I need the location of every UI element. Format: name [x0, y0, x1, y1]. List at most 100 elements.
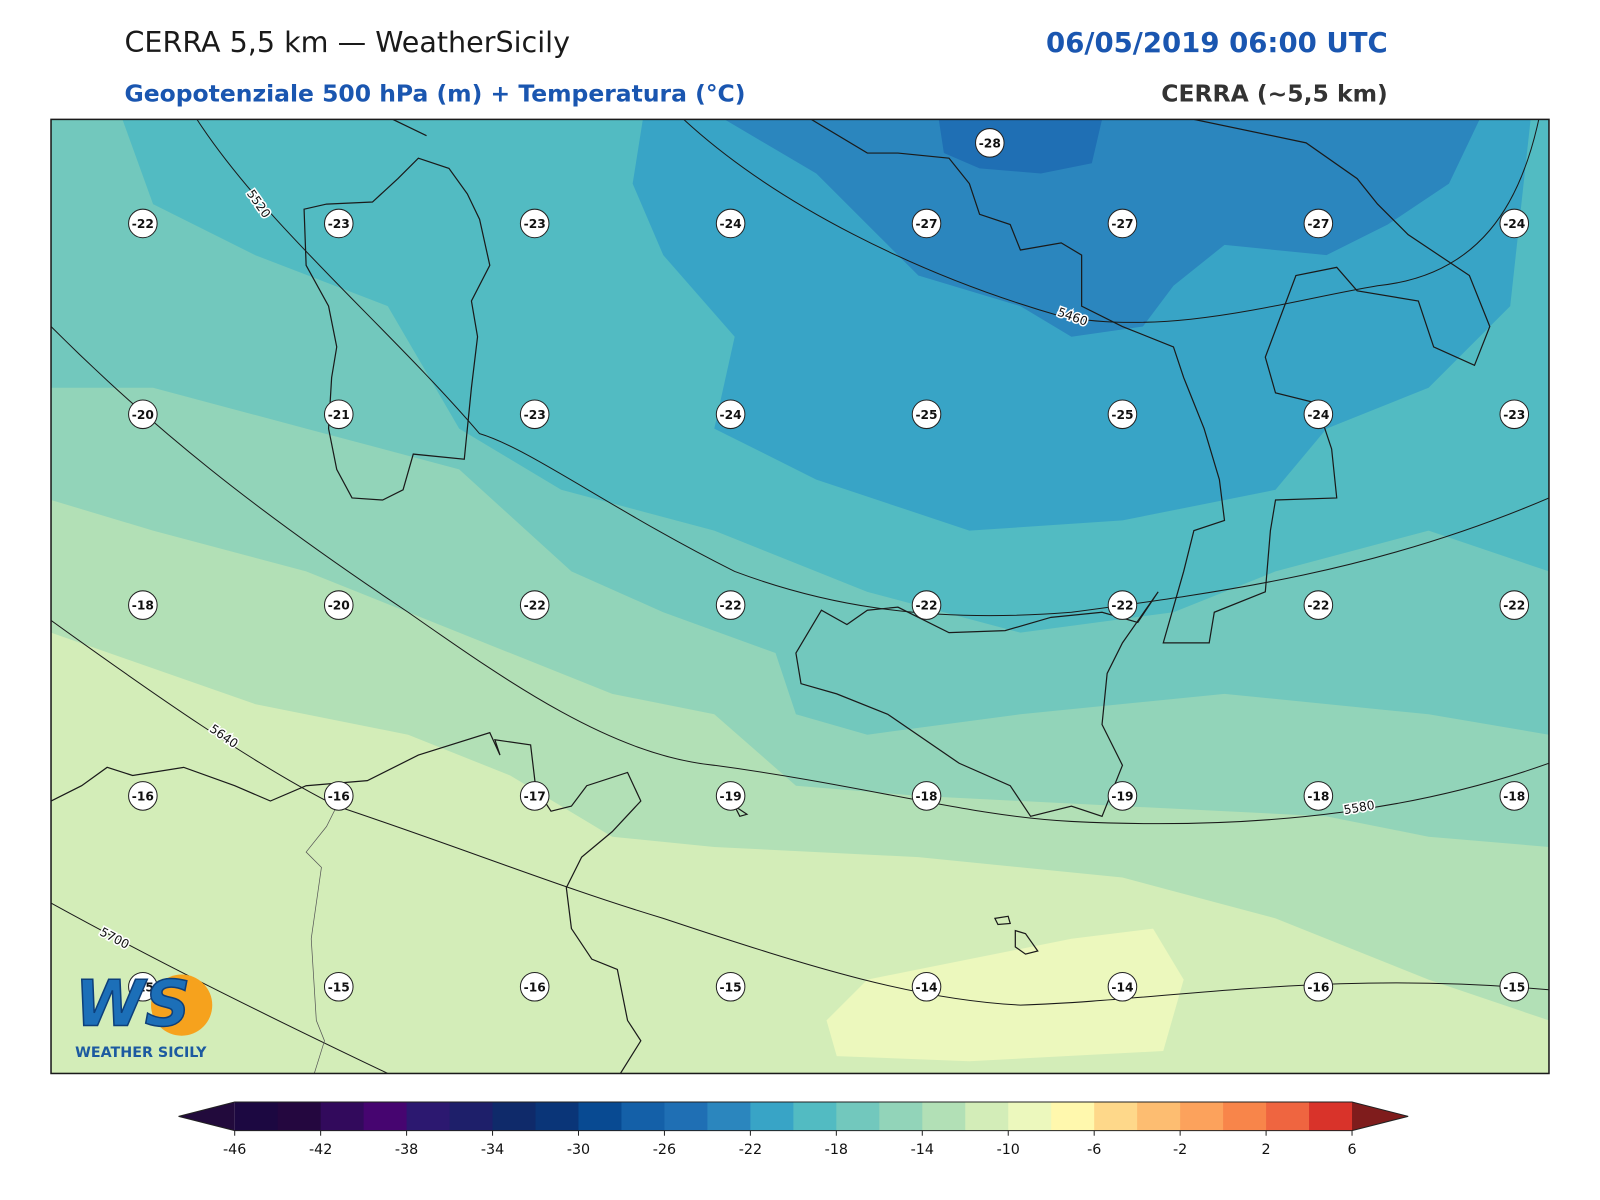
- temperature-label: -24: [720, 408, 742, 422]
- color-segment: [320, 1102, 365, 1131]
- temperature-label: -14: [1111, 980, 1133, 994]
- color-segment: [707, 1102, 751, 1131]
- temperature-label: -15: [328, 980, 350, 994]
- field: [826, 928, 1184, 1062]
- temperature-label: -22: [915, 599, 937, 613]
- station-marker: [519, 208, 550, 239]
- temperature-label: -22: [720, 599, 742, 613]
- station-marker: [128, 590, 158, 620]
- station-marker: [1303, 590, 1334, 620]
- extend-high: [1352, 1102, 1409, 1131]
- isoline: [51, 326, 1549, 825]
- colorbar-tick-label: -30: [567, 1142, 590, 1158]
- color-segment: [836, 1102, 880, 1131]
- station-marker: [1499, 781, 1530, 811]
- color-segment: [1266, 1102, 1310, 1131]
- temperature-label: -23: [1503, 408, 1525, 422]
- station-marker: [911, 971, 942, 1002]
- temperature-label: -21: [328, 408, 350, 422]
- color-segment: [750, 1102, 794, 1131]
- color-segment: [449, 1102, 494, 1131]
- color-segment: [1008, 1102, 1052, 1131]
- temperature-label: -18: [1307, 789, 1329, 803]
- temperature-label: -16: [524, 980, 546, 994]
- color-segment: [965, 1102, 1009, 1131]
- model-label: CERRA (~5,5 km): [1161, 79, 1388, 107]
- coastline: [303, 157, 491, 501]
- colorbar-tick-label: -18: [825, 1142, 848, 1158]
- color-segment: [1180, 1102, 1224, 1131]
- color-segment: [1094, 1102, 1138, 1131]
- extend-low: [178, 1102, 235, 1131]
- station-marker: [323, 399, 354, 430]
- station-marker: [128, 399, 158, 430]
- logo: WS WEATHER SICILY: [74, 966, 213, 1061]
- temperature-label: -18: [915, 789, 937, 803]
- temperature-label: -23: [524, 217, 546, 231]
- temperature-label: -22: [524, 599, 546, 613]
- coastline: [810, 119, 1491, 644]
- subtitle: Geopotenziale 500 hPa (m) + Temperatura …: [124, 79, 745, 107]
- color-segment: [1137, 1102, 1181, 1131]
- temperature-label: -23: [524, 408, 546, 422]
- temperature-label: -15: [1503, 980, 1525, 994]
- temperature-label: -22: [1307, 599, 1329, 613]
- color-segment: [621, 1102, 665, 1131]
- colorbar-tick-label: -46: [223, 1142, 246, 1158]
- station-marker: [519, 971, 550, 1002]
- color-segment: [363, 1102, 408, 1131]
- temperature-label: -22: [1111, 599, 1133, 613]
- station-marker: [1107, 399, 1138, 430]
- temperature-label: -28: [979, 136, 1001, 150]
- map-area: [51, 119, 1549, 1074]
- temperature-label: -27: [1307, 217, 1329, 231]
- temperature-label: -20: [328, 599, 350, 613]
- colorbar-tick-label: 2: [1262, 1142, 1271, 1158]
- station-marker: [1303, 781, 1334, 811]
- colorbar-tick-label: -22: [739, 1142, 762, 1158]
- station-marker: [323, 208, 354, 239]
- station-marker: [1107, 971, 1138, 1002]
- station-marker: [1303, 399, 1334, 430]
- temperature-label: -15: [132, 980, 154, 994]
- isoline: [51, 902, 388, 1074]
- station-marker: [128, 781, 158, 811]
- logo-sun: [151, 974, 213, 1036]
- color-segment: [535, 1102, 580, 1131]
- color-segment: [793, 1102, 837, 1131]
- station-marker: [715, 590, 746, 620]
- temperature-label: -17: [524, 789, 546, 803]
- temperature-label: -15: [720, 980, 742, 994]
- station-marker: [519, 590, 550, 620]
- colorbar-tick-label: -10: [997, 1142, 1020, 1158]
- station-marker: [911, 590, 942, 620]
- isoline: [51, 619, 1549, 1006]
- station-marker: [323, 971, 354, 1002]
- temperature-label: -22: [1503, 599, 1525, 613]
- temperature-label: -16: [1307, 980, 1329, 994]
- station-marker: [911, 208, 942, 239]
- color-segment: [406, 1102, 451, 1131]
- isoline: [683, 119, 1540, 323]
- temperature-label: -18: [132, 599, 154, 613]
- station-marker: [1499, 971, 1530, 1002]
- temperature-label: -27: [1111, 217, 1133, 231]
- temperature-label: -20: [132, 408, 154, 422]
- temperature-label: -24: [720, 217, 742, 231]
- temperature-label: -14: [915, 980, 937, 994]
- color-segment: [879, 1102, 923, 1131]
- coastline: [795, 591, 1159, 818]
- station-marker: [911, 399, 942, 430]
- station-marker: [323, 590, 354, 620]
- station-marker: [1499, 590, 1530, 620]
- temperature-label: -24: [1307, 408, 1329, 422]
- temperature-label: -19: [720, 789, 742, 803]
- station-marker: [1499, 399, 1530, 430]
- station-marker: [715, 781, 746, 811]
- station-marker: [911, 781, 942, 811]
- color-segment: [234, 1102, 279, 1131]
- color-segment: [922, 1102, 966, 1131]
- color-segment: [664, 1102, 708, 1131]
